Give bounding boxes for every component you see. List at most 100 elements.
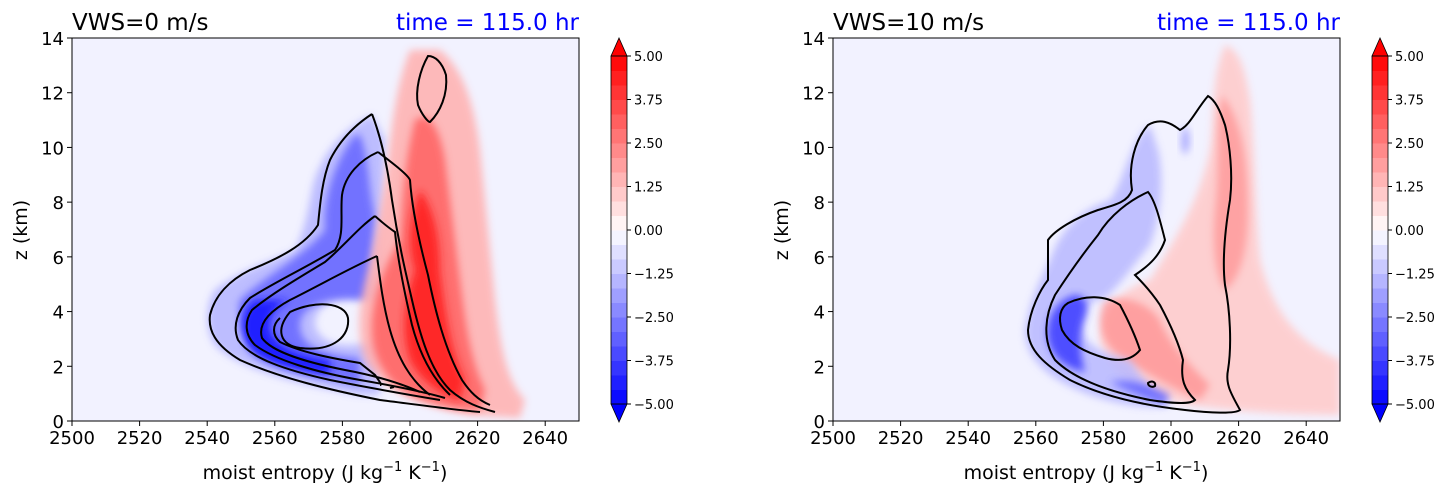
x-tick-label: 2580	[319, 428, 365, 449]
colorbar-band	[1372, 302, 1388, 318]
contour-line	[374, 215, 451, 396]
negative-anomaly-upper	[1181, 125, 1190, 155]
x-axis: 2500 2520 2540 2560 2580 2600 2620 2640	[810, 421, 1329, 449]
y-tick-label: 10	[802, 138, 825, 159]
colorbar-band	[611, 259, 627, 274]
y-tick-label: 4	[53, 303, 64, 324]
axes-frame	[71, 37, 580, 422]
colorbar-band	[1372, 375, 1388, 390]
x-tick-label: 2620	[455, 428, 501, 449]
panel-title-right: time = 115.0 hr	[396, 10, 580, 36]
y-tick-label: 2	[53, 357, 64, 378]
colorbar: 5.00 3.75 2.50 1.25 0.00 −1.25 −2.50 −3.75 −5.00	[1371, 37, 1435, 423]
x-tick-label: 2500	[810, 428, 856, 449]
colorbar-band	[1372, 70, 1388, 86]
x-tick-label: 2640	[522, 428, 568, 449]
panel-vws-10: 2500 2520 2540 2560 2580 2600 2620 2640 0 2 4 6 8 10…	[771, 10, 1435, 484]
x-tick-label: 2600	[387, 428, 433, 449]
colorbar-extend-max	[1371, 37, 1389, 57]
colorbar-tick-label: 0.00	[1395, 224, 1424, 239]
contour-line	[389, 386, 395, 389]
colorbar-band	[611, 346, 627, 361]
x-tick-label: 2520	[117, 428, 163, 449]
y-tick-label: 10	[41, 138, 64, 159]
colorbar-tick-label: −1.25	[634, 268, 674, 283]
colorbar-tick-label: 0.00	[634, 224, 663, 239]
contour-line	[273, 317, 382, 386]
y-tick-label: 8	[53, 193, 64, 214]
colorbar-tick-label: −5.00	[634, 398, 674, 413]
colorbar-band	[1372, 259, 1388, 274]
colorbar-band	[611, 56, 627, 71]
colorbar-tick-label: −2.50	[1395, 311, 1435, 326]
panel-title-left: VWS=10 m/s	[833, 10, 984, 36]
contour-line	[416, 54, 448, 124]
y-axis: 0 2 4 6 8 10 12 14	[41, 29, 72, 433]
filled-contours	[207, 50, 525, 418]
colorbar-band	[611, 128, 627, 144]
contour-line	[208, 113, 481, 413]
colorbar-band	[1372, 186, 1388, 202]
colorbar-band	[1372, 215, 1388, 231]
colorbar-band	[611, 157, 627, 173]
colorbar-extend-min	[610, 403, 628, 423]
x-tick-label: 2560	[1013, 428, 1059, 449]
negative-anomaly-low	[1110, 380, 1170, 405]
contour-lines	[208, 54, 496, 413]
contour-line	[376, 255, 431, 396]
colorbar-band	[611, 244, 627, 260]
colorbar-band	[611, 230, 627, 245]
colorbar-band	[611, 360, 627, 376]
y-tick-label: 6	[814, 248, 825, 269]
x-tick-label: 2600	[1148, 428, 1194, 449]
colorbar-band	[1372, 331, 1388, 347]
y-axis-label: z (km)	[771, 200, 793, 260]
x-tick-label: 2540	[945, 428, 991, 449]
contour-line	[371, 113, 496, 413]
colorbar-tick-label: 5.00	[634, 50, 663, 65]
colorbar-tick-label: 2.50	[1395, 137, 1424, 152]
contour-line	[260, 255, 421, 393]
contour-line	[377, 151, 491, 406]
y-axis-label: z (km)	[10, 200, 32, 260]
colorbar-band	[1372, 201, 1388, 216]
contour-line	[1146, 380, 1157, 388]
contour-line	[245, 215, 446, 399]
colorbar-band	[611, 331, 627, 347]
contour-line	[280, 303, 350, 350]
y-tick-label: 0	[53, 412, 64, 433]
colorbar-band	[1372, 143, 1388, 158]
contour-lines	[1026, 94, 1242, 414]
colorbar-band	[1372, 128, 1388, 144]
colorbar-band	[1372, 157, 1388, 173]
y-tick-label: 14	[41, 29, 64, 50]
y-tick-label: 12	[41, 84, 64, 105]
colorbar-band	[1372, 288, 1388, 303]
panel-title-left: VWS=0 m/s	[72, 10, 208, 36]
colorbar-band	[611, 172, 627, 187]
colorbar-band	[1372, 389, 1388, 405]
y-tick-label: 8	[814, 193, 825, 214]
colorbar-tick-label: 1.25	[634, 181, 663, 196]
colorbar-band	[1372, 346, 1388, 361]
colorbar-tick-label: −3.75	[1395, 355, 1435, 370]
colorbar-tick-label: 3.75	[634, 94, 663, 109]
contour-line	[234, 151, 441, 401]
colorbar-extend-min	[1371, 403, 1389, 423]
colorbar-band	[1372, 230, 1388, 245]
x-axis-label: moist entropy (J kg−1 K−1)	[964, 460, 1209, 484]
colorbar-band	[1372, 273, 1388, 289]
colorbar-tick-label: −2.50	[634, 311, 674, 326]
colorbar-band	[611, 70, 627, 86]
x-axis-label: moist entropy (J kg−1 K−1)	[203, 460, 448, 484]
colorbar-band	[611, 85, 627, 100]
colorbar-tick-label: −5.00	[1395, 398, 1435, 413]
y-tick-label: 12	[802, 84, 825, 105]
colorbar-band	[1372, 56, 1388, 71]
x-tick-label: 2500	[49, 428, 95, 449]
y-axis: 0 2 4 6 8 10 12 14	[802, 29, 833, 433]
x-tick-label: 2520	[878, 428, 924, 449]
colorbar-tick-label: 3.75	[1395, 94, 1424, 109]
x-tick-label: 2560	[252, 428, 298, 449]
colorbar-tick-label: −3.75	[634, 355, 674, 370]
